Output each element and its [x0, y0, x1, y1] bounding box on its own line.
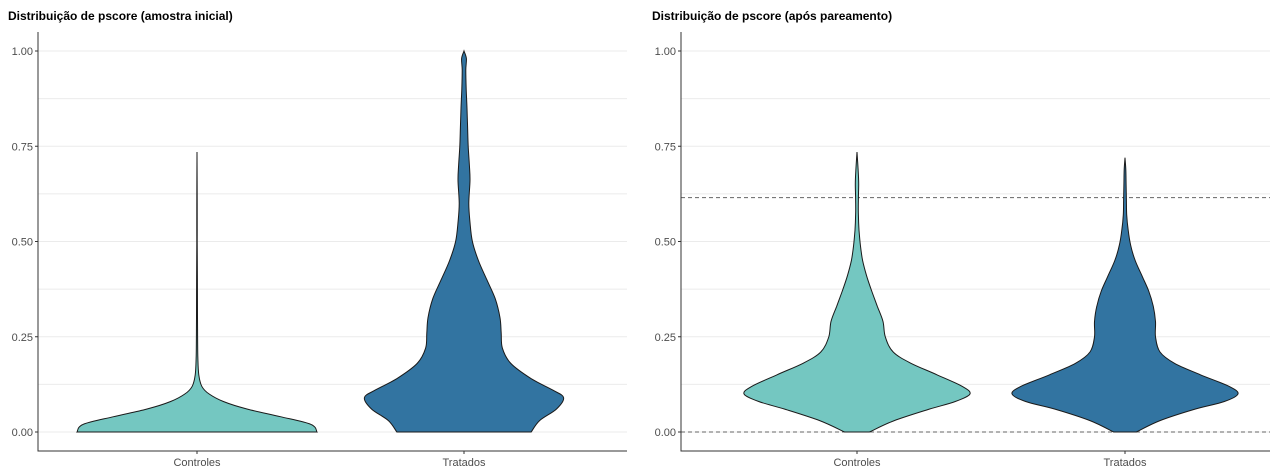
y-tick-label: 0.25 [655, 332, 676, 344]
violin-tratados [1011, 157, 1239, 433]
panel-apos-pareamento: Distribuição de pscore (após pareamento)… [652, 9, 1270, 469]
chart-title: Distribuição de pscore (após pareamento) [652, 9, 892, 23]
y-tick-label: 0.25 [12, 332, 33, 344]
axis-lines [680, 32, 1270, 452]
y-tick-label: 1.00 [655, 46, 676, 58]
x-tick-label: Controles [173, 457, 221, 469]
y-tick-label: 0.50 [655, 237, 676, 249]
x-tick-label: Controles [833, 457, 881, 469]
axis-lines [37, 32, 627, 452]
y-tick-label: 0.50 [12, 237, 33, 249]
panel-amostra-inicial: Distribuição de pscore (amostra inicial)… [8, 9, 627, 469]
violin-tratados [363, 49, 565, 433]
y-tick-label: 0.75 [655, 141, 676, 153]
y-tick-label: 1.00 [12, 46, 33, 58]
y-tick-label: 0.00 [655, 427, 676, 439]
y-tick-label: 0.00 [12, 427, 33, 439]
x-tick-label: Tratados [1103, 457, 1147, 469]
x-tick-label: Tratados [442, 457, 486, 469]
violin-controles [743, 151, 971, 433]
violin-controles [75, 151, 319, 433]
y-tick-label: 0.75 [12, 141, 33, 153]
chart-title: Distribuição de pscore (amostra inicial) [8, 9, 233, 23]
